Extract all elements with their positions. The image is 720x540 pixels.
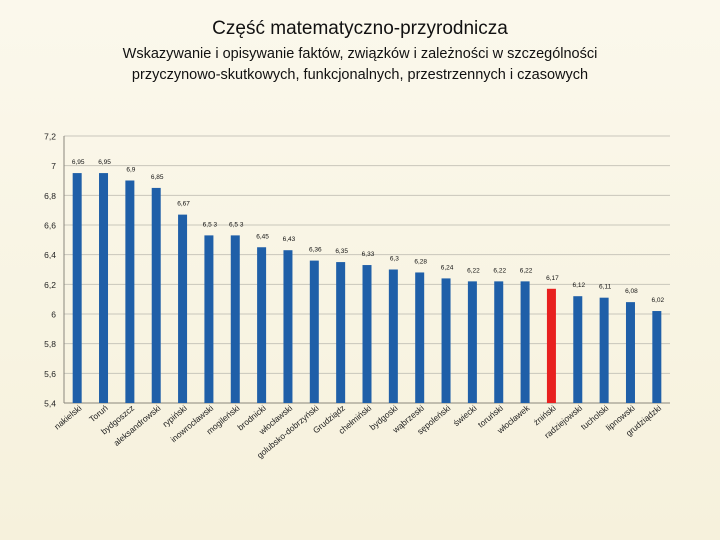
- chart-title: Część matematyczno-przyrodnicza: [212, 18, 508, 39]
- bar: [72, 173, 82, 403]
- data-label: 6,02: [651, 297, 664, 304]
- data-label: 6,9: [126, 167, 135, 174]
- bar: [520, 281, 530, 403]
- x-tick-label: świecki: [451, 403, 478, 428]
- bar: [309, 260, 319, 403]
- bar: [441, 278, 451, 403]
- y-tick-label: 5,8: [44, 339, 56, 349]
- data-label: 6,08: [625, 288, 638, 295]
- data-label: 6,3: [390, 256, 399, 263]
- data-label: 6,67: [177, 201, 190, 208]
- data-label: 6,5 3: [203, 221, 218, 228]
- data-label: 6,12: [572, 282, 585, 289]
- chart-subtitle: Wskazywanie i opisywanie faktów, związkó…: [60, 44, 660, 86]
- chart-subtitle-line-1: Wskazywanie i opisywanie faktów, związkó…: [122, 46, 598, 62]
- data-label: 6,24: [441, 264, 454, 271]
- data-label: 6,95: [98, 159, 111, 166]
- chart-subtitle-line-2: przyczynowo-skutkowych, funkcjonalnych, …: [131, 67, 589, 83]
- data-label: 6,85: [151, 174, 164, 181]
- bar: [283, 250, 293, 403]
- data-label: 6,22: [520, 267, 533, 274]
- data-label: 6,36: [309, 247, 322, 254]
- bar: [125, 180, 135, 403]
- data-label: 6,43: [283, 236, 296, 243]
- bar: [415, 272, 425, 403]
- bar: [336, 262, 346, 403]
- data-label: 6,17: [546, 275, 559, 282]
- x-tick-label: aleksandrowski: [112, 403, 163, 448]
- bar: [99, 173, 109, 403]
- x-tick-label: nakielski: [52, 403, 83, 432]
- bar: [625, 302, 635, 403]
- y-tick-label: 5,4: [44, 399, 56, 409]
- bar: [204, 235, 214, 403]
- data-label: 6,5 3: [229, 221, 244, 228]
- data-label: 6,22: [493, 267, 506, 274]
- bar: [257, 247, 267, 403]
- y-tick-label: 6: [51, 310, 56, 320]
- y-tick-label: 7,2: [44, 132, 56, 142]
- bar: [652, 311, 662, 403]
- bar: [494, 281, 504, 403]
- y-tick-label: 7: [51, 161, 56, 171]
- bar: [178, 214, 188, 403]
- x-tick-label: Toruń: [87, 403, 110, 425]
- bar: [388, 269, 398, 403]
- y-tick-label: 6,8: [44, 191, 56, 201]
- data-label: 6,35: [335, 248, 348, 255]
- bar: [151, 187, 161, 403]
- bar: [230, 235, 240, 403]
- data-label: 6,22: [467, 267, 480, 274]
- y-tick-label: 6,4: [44, 250, 56, 260]
- data-label: 6,33: [362, 251, 375, 258]
- data-label: 6,95: [72, 159, 85, 166]
- bar: [467, 281, 477, 403]
- bar: [573, 296, 583, 403]
- y-tick-label: 6,6: [44, 221, 56, 231]
- bar: [546, 288, 556, 403]
- bar: [362, 265, 372, 403]
- y-tick-label: 5,6: [44, 369, 56, 379]
- data-label: 6,11: [599, 284, 612, 291]
- bar: [599, 297, 609, 403]
- y-tick-label: 6,2: [44, 280, 56, 290]
- data-label: 6,45: [256, 233, 269, 240]
- data-label: 6,28: [414, 258, 427, 265]
